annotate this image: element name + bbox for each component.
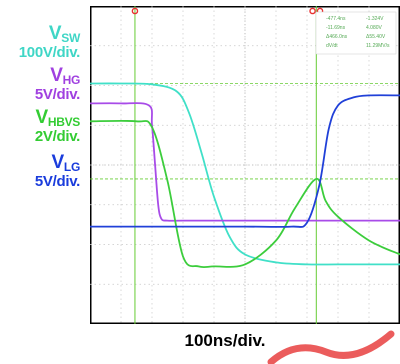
channel-labels: VSW 100V/div. VHG 5V/div. VHBVS 2V/div. …: [0, 0, 90, 356]
scope-screen: -477.4ns -1.324V -11.69ns 4.080V Δ466.0n…: [90, 6, 400, 324]
trace-vsw: [90, 82, 400, 266]
scope-traces: [90, 82, 400, 269]
label-vlg-name: VLG: [51, 152, 81, 174]
readout-r3-time: Δ466.0ns: [326, 34, 348, 40]
label-vhbvs-name: VHBVS: [35, 107, 80, 129]
cursor-marker-2: [309, 7, 316, 15]
scope-markers: [131, 7, 324, 15]
readout-r2-time: -11.69ns: [326, 25, 346, 31]
readout-r4-label: dV/dt: [326, 43, 338, 49]
trace-vhbvs: [90, 119, 400, 269]
label-vlg-scale: 5V/div.: [34, 172, 80, 190]
label-vsw: VSW 100V/div.: [18, 23, 81, 61]
label-vhbvs-scale: 2V/div.: [34, 127, 80, 145]
readout-r1-time: -477.4ns: [326, 16, 346, 22]
label-vhg-name: VHG: [50, 65, 80, 87]
trace-vhg: [90, 102, 400, 222]
cursor-readout: -477.4ns -1.324V -11.69ns 4.080V Δ466.0n…: [315, 11, 397, 55]
scope-grid: [90, 6, 400, 324]
label-vlg: VLG 5V/div.: [35, 153, 80, 189]
readout-r3-volt: Δ55.40V: [366, 34, 386, 40]
label-vhg: VHG 5V/div.: [35, 66, 80, 102]
label-vhbvs: VHBVS 2V/div.: [35, 108, 80, 144]
cursor-readout-box: [315, 11, 397, 55]
trace-vlg: [90, 94, 400, 228]
label-vsw-scale: 100V/div.: [18, 43, 81, 61]
readout-r1-volt: -1.324V: [366, 16, 384, 22]
cursor-marker-1: [131, 7, 139, 15]
readout-r2-volt: 4.080V: [366, 25, 383, 31]
timebase-label: 100ns/div.: [184, 331, 266, 350]
readout-r4-value: 11.29MV/s: [366, 43, 390, 49]
label-vsw-name: VSW: [48, 23, 80, 45]
label-vhg-scale: 5V/div.: [34, 85, 80, 103]
scope-plot: -477.4ns -1.324V -11.69ns 4.080V Δ466.0n…: [90, 6, 400, 324]
